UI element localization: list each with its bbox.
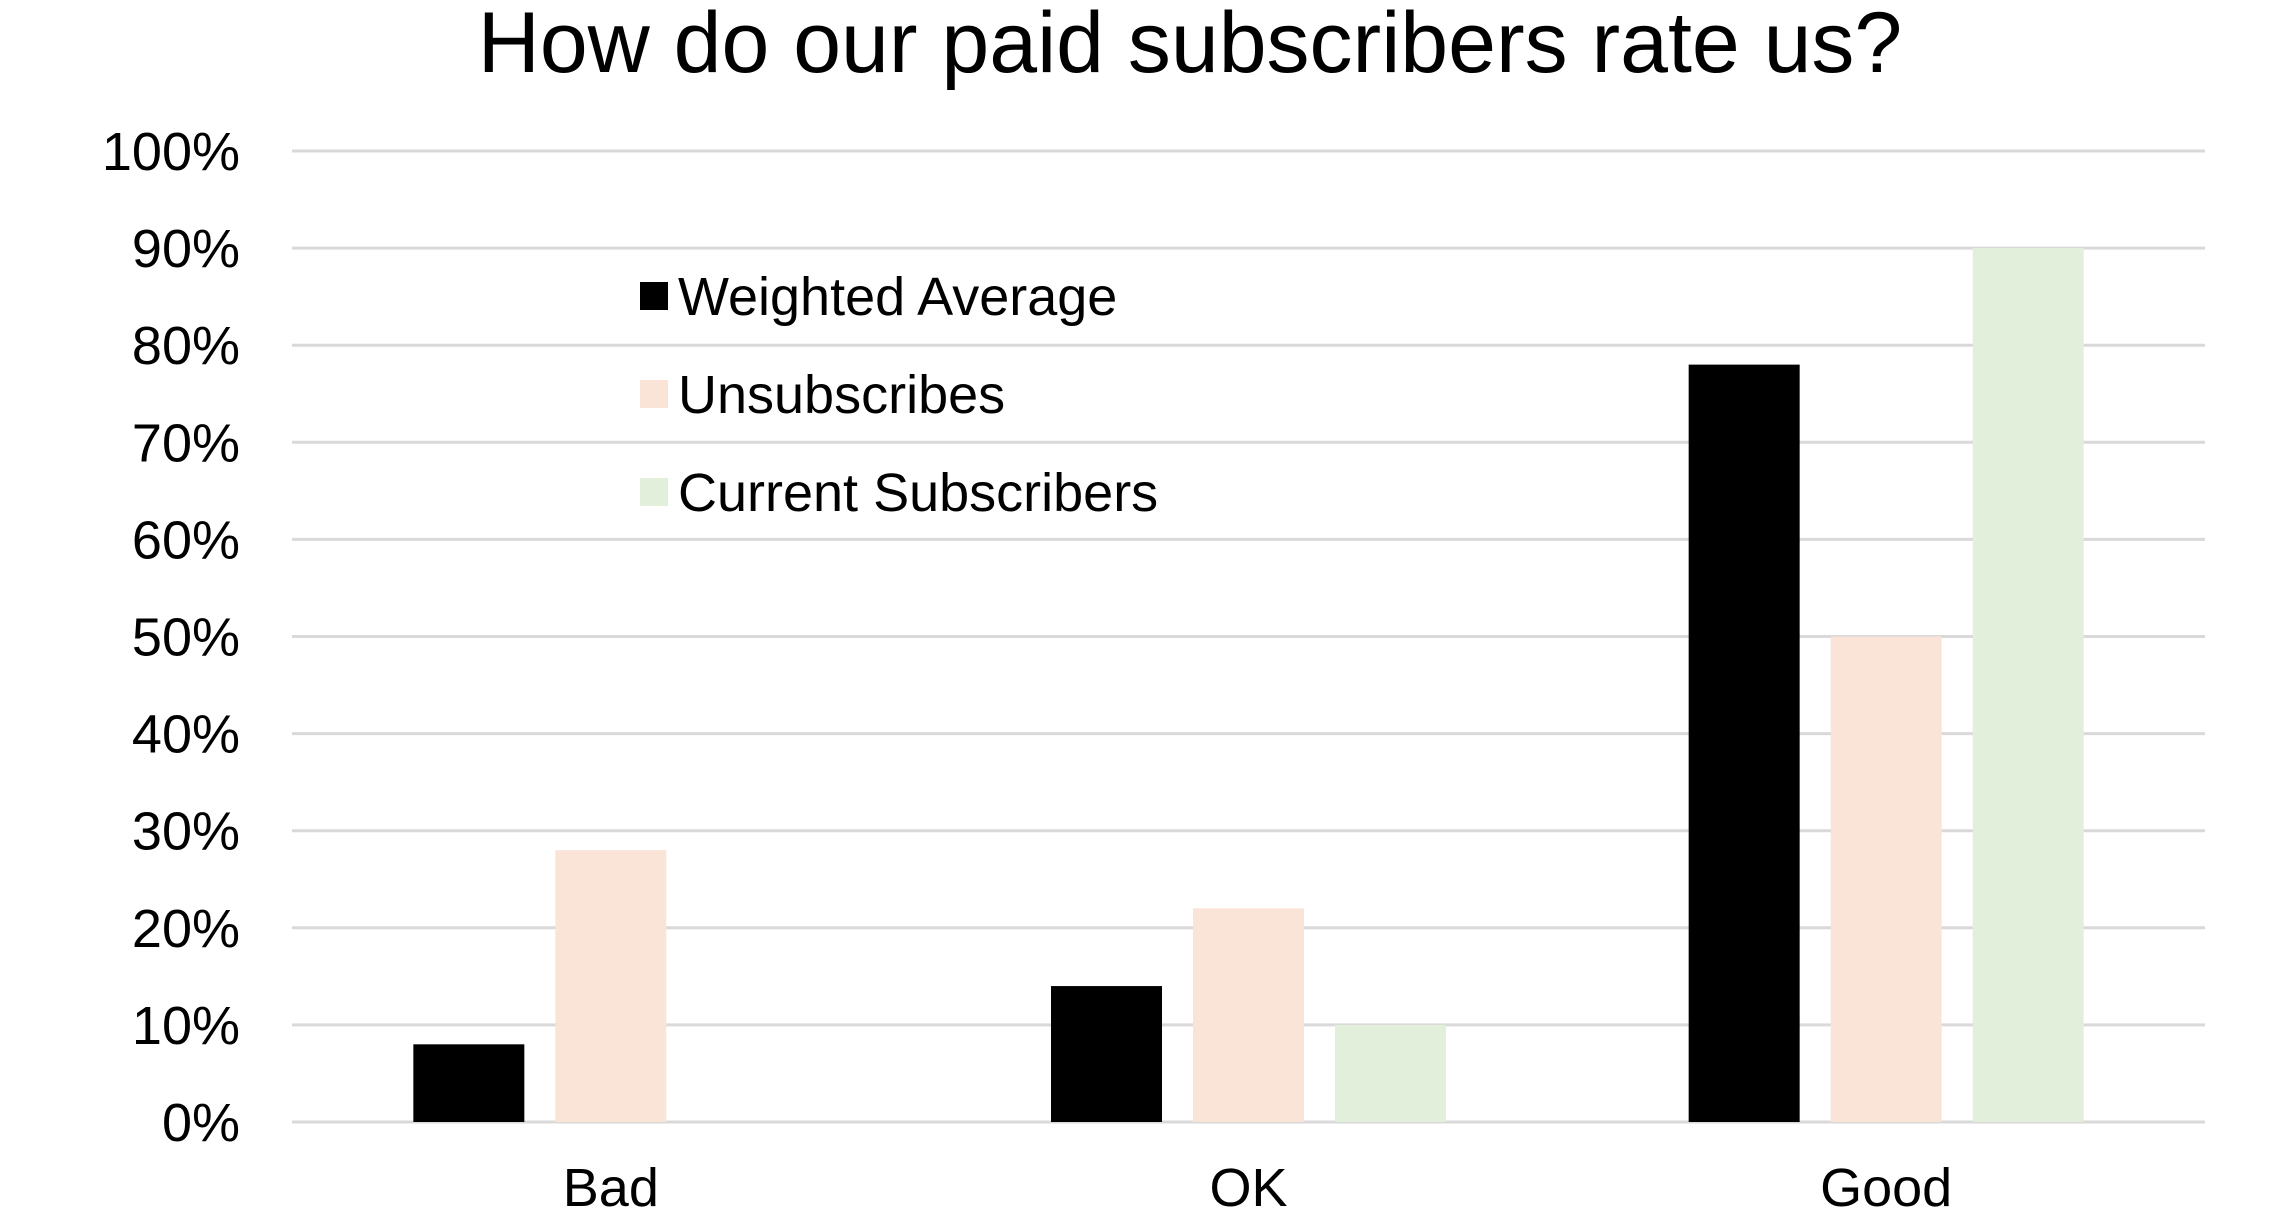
bar-ok-weighted-average [1051, 986, 1162, 1122]
legend-swatch [640, 478, 668, 506]
y-tick-label: 0% [162, 1093, 240, 1153]
y-tick-label: 100% [102, 122, 240, 182]
x-axis-tick-labels: Bad OK Good [563, 1158, 1952, 1218]
y-tick-label: 40% [132, 705, 240, 765]
x-tick-label: OK [1209, 1158, 1287, 1218]
bar-good-current-subscribers [1972, 248, 2084, 1123]
y-tick-label: 70% [132, 413, 240, 473]
legend-swatch [640, 380, 668, 408]
legend-label: Weighted Average [678, 267, 1117, 327]
y-axis-tick-labels: 0% 10% 20% 30% 40% 50% 60% 70% 80% 90% 100% [102, 122, 240, 1153]
bar-bad-weighted-average [413, 1044, 525, 1122]
legend-swatch [640, 282, 668, 310]
bar-good-weighted-average [1688, 364, 1800, 1122]
y-tick-label: 30% [132, 802, 240, 862]
legend-label: Unsubscribes [678, 365, 1005, 425]
bar-ok-unsubscribes [1193, 908, 1304, 1122]
y-tick-label: 20% [132, 899, 240, 959]
y-tick-label: 60% [132, 510, 240, 570]
legend-label: Current Subscribers [678, 463, 1158, 523]
x-tick-label: Good [1820, 1158, 1952, 1218]
x-tick-label: Bad [563, 1158, 659, 1218]
bar-good-unsubscribes [1830, 636, 1942, 1122]
legend: Weighted Average Unsubscribes Current Subs… [640, 267, 1158, 523]
bar-bad-unsubscribes [555, 850, 667, 1122]
y-tick-label: 50% [132, 608, 240, 668]
y-tick-label: 90% [132, 219, 240, 279]
y-tick-label: 10% [132, 996, 240, 1056]
chart-title: How do our paid subscribers rate us? [478, 0, 1903, 91]
bars [413, 248, 2084, 1123]
bar-ok-current-subscribers [1335, 1024, 1446, 1122]
y-tick-label: 80% [132, 316, 240, 376]
